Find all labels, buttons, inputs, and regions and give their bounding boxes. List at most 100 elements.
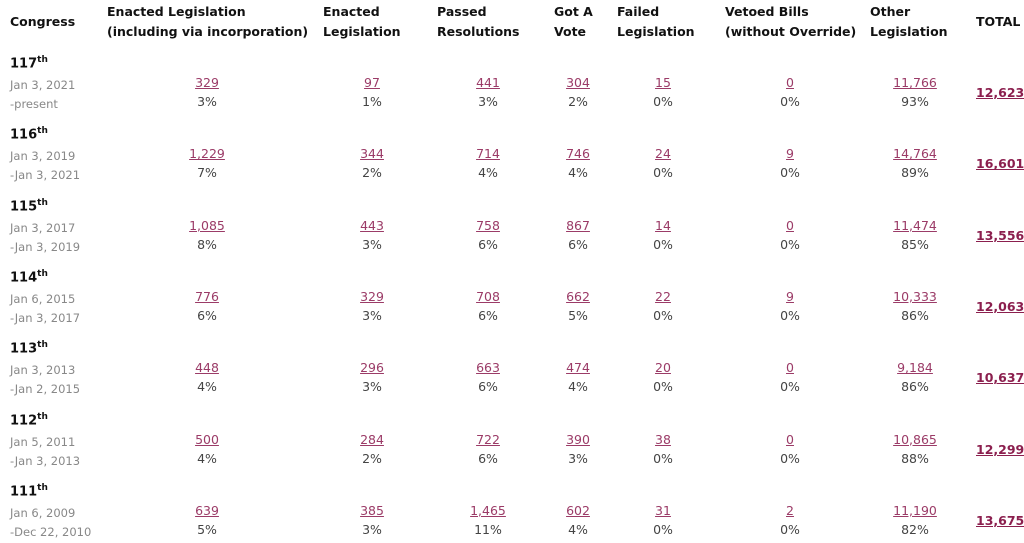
percent: 3% (362, 379, 382, 395)
congress-number: 115th (10, 198, 48, 214)
count-link[interactable]: 500 (195, 431, 219, 447)
count-link[interactable]: 24 (655, 146, 671, 162)
percent: 0% (780, 521, 800, 537)
percent: 0% (653, 521, 673, 537)
column-header: TOTAL (976, 14, 1021, 29)
count-link[interactable]: 11,190 (893, 502, 937, 518)
count-link[interactable]: 448 (195, 360, 219, 376)
count-link[interactable]: 14 (655, 217, 671, 233)
count-link[interactable]: 9 (786, 288, 794, 304)
count-link[interactable]: 9,184 (897, 360, 933, 376)
count-link[interactable]: 296 (360, 360, 384, 376)
end-date: -present (10, 97, 58, 111)
count-link[interactable]: 722 (476, 431, 500, 447)
count-link[interactable]: 662 (566, 288, 590, 304)
percent: 0% (653, 165, 673, 181)
end-date: -Jan 3, 2013 (10, 453, 81, 468)
count-link[interactable]: 474 (566, 360, 590, 376)
percent: 4% (197, 450, 217, 466)
count-link[interactable]: 390 (566, 431, 590, 447)
end-date: -Jan 3, 2017 (10, 310, 81, 325)
percent: 0% (653, 236, 673, 252)
congress-ordinal: 111 (10, 484, 38, 500)
total-link[interactable]: 12,623 (976, 85, 1024, 100)
count-link[interactable]: 10,333 (893, 288, 937, 304)
count-link[interactable]: 329 (195, 75, 219, 90)
count-link[interactable]: 714 (476, 146, 500, 162)
count-link[interactable]: 776 (195, 288, 219, 304)
count-link[interactable]: 1,085 (189, 217, 225, 233)
column-header: Got A Vote (554, 4, 593, 39)
count-link[interactable]: 708 (476, 288, 500, 304)
count-link[interactable]: 14,764 (893, 146, 937, 162)
count-link[interactable]: 10,865 (893, 431, 937, 447)
percent: 8% (197, 236, 217, 252)
count-link[interactable]: 443 (360, 217, 384, 233)
percent: 3% (197, 94, 217, 109)
total-link[interactable]: 12,299 (976, 441, 1024, 457)
percent: 0% (780, 94, 800, 109)
count-link[interactable]: 602 (566, 502, 590, 518)
percent: 3% (568, 450, 588, 466)
count-link[interactable]: 2 (786, 502, 794, 518)
ordinal-suffix: th (37, 482, 48, 493)
percent: 2% (568, 94, 588, 109)
percent: 3% (362, 521, 382, 537)
column-header: Failed Legislation (617, 4, 695, 39)
total-link[interactable]: 13,556 (976, 227, 1024, 243)
total-link[interactable]: 10,637 (976, 370, 1024, 386)
total-link[interactable]: 12,063 (976, 298, 1024, 314)
count-link[interactable]: 663 (476, 360, 500, 376)
count-link[interactable]: 441 (476, 75, 500, 90)
count-link[interactable]: 11,766 (893, 75, 937, 90)
congress-ordinal: 117 (10, 56, 38, 72)
count-link[interactable]: 20 (655, 360, 671, 376)
count-link[interactable]: 0 (786, 360, 794, 376)
count-link[interactable]: 385 (360, 502, 384, 518)
percent: 3% (362, 236, 382, 252)
count-link[interactable]: 304 (566, 75, 590, 90)
percent: 86% (901, 307, 929, 323)
count-link[interactable]: 0 (786, 75, 794, 90)
percent: 6% (568, 236, 588, 252)
congress-number: 111th (10, 483, 48, 499)
total-link[interactable]: 16,601 (976, 156, 1024, 172)
count-link[interactable]: 15 (655, 75, 671, 90)
congress-ordinal: 115 (10, 198, 38, 214)
percent: 11% (474, 521, 502, 537)
count-link[interactable]: 1,229 (189, 146, 225, 162)
count-link[interactable]: 22 (655, 288, 671, 304)
count-link[interactable]: 97 (364, 75, 380, 90)
percent: 4% (478, 165, 498, 181)
count-link[interactable]: 11,474 (893, 217, 937, 233)
congress-number: 114th (10, 269, 48, 285)
percent: 6% (478, 450, 498, 466)
count-link[interactable]: 0 (786, 217, 794, 233)
count-link[interactable]: 329 (360, 288, 384, 304)
percent: 0% (780, 379, 800, 395)
count-link[interactable]: 9 (786, 146, 794, 162)
congress-ordinal: 112 (10, 412, 38, 428)
percent: 3% (362, 307, 382, 323)
count-link[interactable]: 758 (476, 217, 500, 233)
column-header: Passed Resolutions (437, 4, 520, 39)
ordinal-suffix: th (37, 197, 48, 208)
end-date: -Jan 2, 2015 (10, 382, 81, 397)
count-link[interactable]: 38 (655, 431, 671, 447)
count-link[interactable]: 867 (566, 217, 590, 233)
ordinal-suffix: th (37, 411, 48, 422)
count-link[interactable]: 0 (786, 431, 794, 447)
percent: 93% (901, 94, 929, 109)
ordinal-suffix: th (37, 126, 48, 137)
percent: 86% (901, 379, 929, 395)
count-link[interactable]: 31 (655, 502, 671, 518)
count-link[interactable]: 344 (360, 146, 384, 162)
count-link[interactable]: 746 (566, 146, 590, 162)
count-link[interactable]: 284 (360, 431, 384, 447)
count-link[interactable]: 639 (195, 502, 219, 518)
count-link[interactable]: 1,465 (470, 502, 506, 518)
end-date: -Jan 3, 2019 (10, 239, 81, 254)
percent: 5% (568, 307, 588, 323)
total-link[interactable]: 13,675 (976, 512, 1024, 528)
